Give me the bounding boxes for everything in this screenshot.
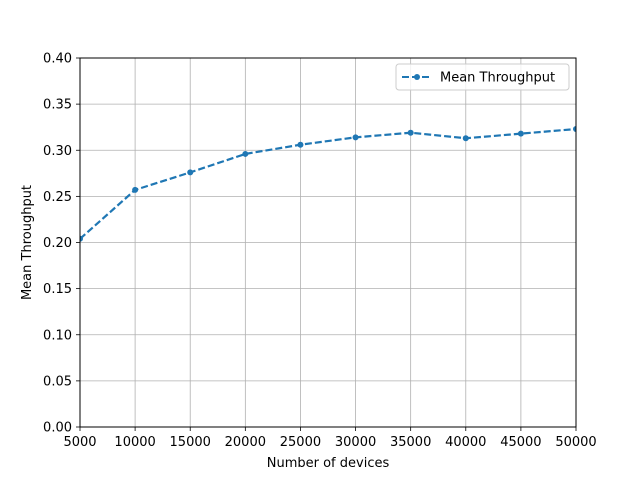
y-tick-label: 0.30 [43,144,72,159]
x-tick-label: 45000 [500,435,541,450]
ticks: 5000 10000 15000 20000 25000 30000 35000 40000 4… [43,52,597,451]
x-tick-label: 10000 [114,435,155,450]
y-tick-label: 0.25 [43,190,72,205]
y-tick-label: 0.40 [43,52,72,67]
y-tick-label: 0.10 [43,328,72,343]
x-tick-label: 5000 [63,435,96,450]
data-point [187,169,194,176]
legend-label: Mean Throughput [440,71,555,86]
x-tick-label: 50000 [555,435,596,450]
data-point [407,129,414,136]
data-point [573,126,576,133]
legend: Mean Throughput [395,63,570,91]
x-tick-label: 20000 [225,435,266,450]
x-tick-label: 35000 [390,435,431,450]
x-tick-label: 40000 [445,435,486,450]
data-point [462,135,469,142]
series-line [80,127,576,240]
x-tick-label: 25000 [280,435,321,450]
data-point [352,134,359,141]
legend-marker [414,74,420,80]
legend-box [395,63,570,91]
y-tick-label: 0.20 [43,236,72,251]
data-point [297,141,304,148]
data-point [517,130,524,137]
data-point [132,186,139,193]
y-tick-label: 0.05 [43,374,72,389]
series-layer [80,126,576,242]
y-tick-label: 0.35 [43,98,72,113]
y-axis-label: Mean Throughput [20,185,35,300]
x-tick-label: 30000 [335,435,376,450]
data-point [242,150,249,157]
x-tick-label: 15000 [170,435,211,450]
y-tick-label: 0.00 [43,421,72,436]
x-axis-label: Number of devices [267,456,390,471]
y-tick-label: 0.15 [43,282,72,297]
data-point [80,235,83,242]
